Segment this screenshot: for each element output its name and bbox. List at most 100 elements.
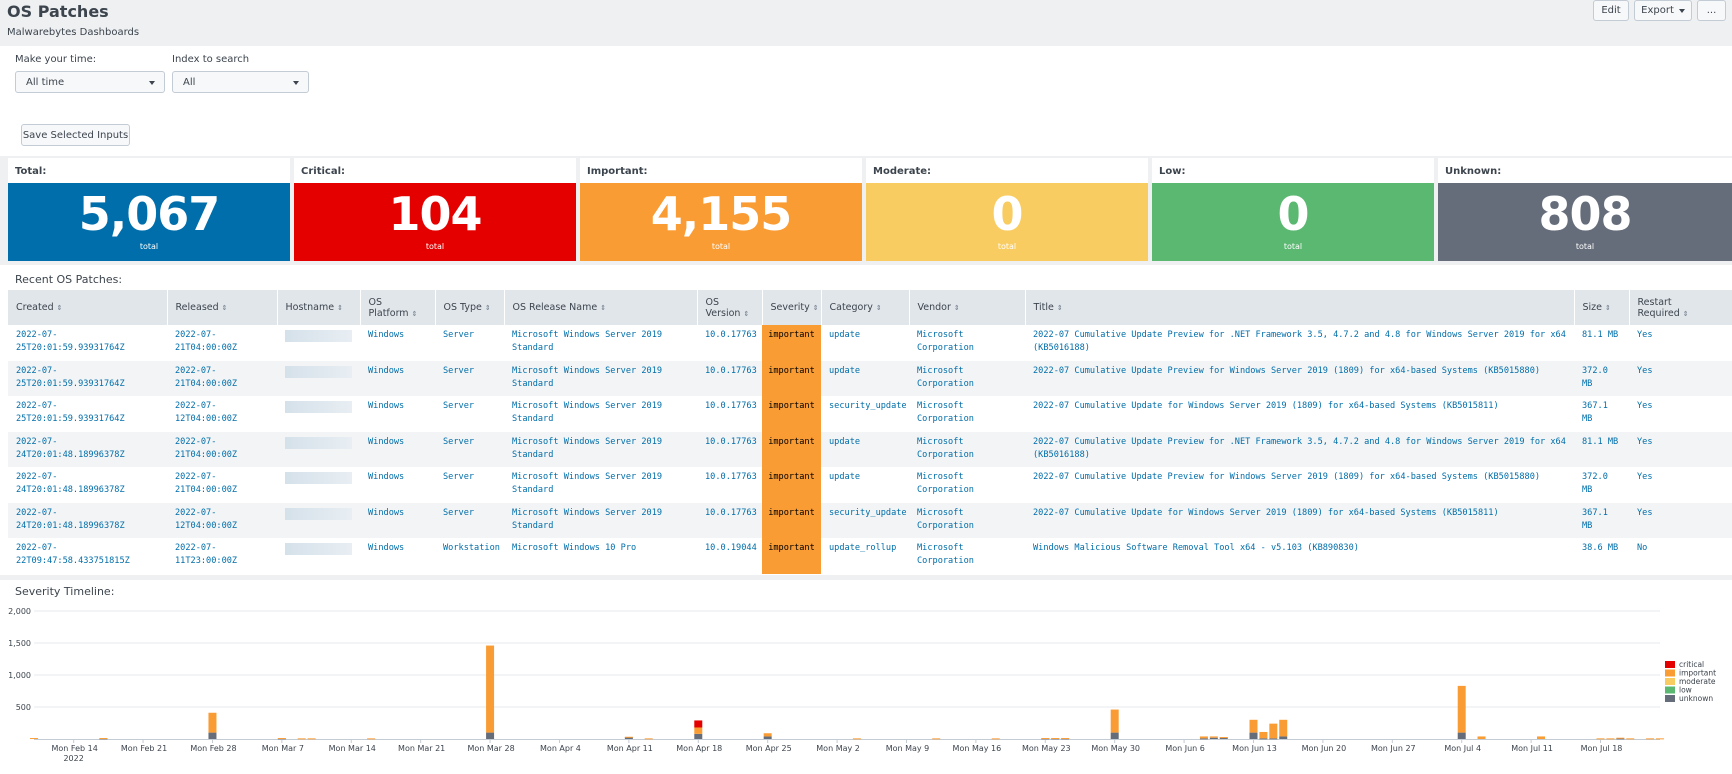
single-value-tile[interactable]: 104 total (294, 183, 576, 261)
cell-version[interactable]: 10.0.17763 (697, 431, 762, 467)
cell-title[interactable]: Windows Malicious Software Removal Tool … (1025, 538, 1574, 574)
cell-type[interactable]: Workstation (435, 538, 504, 574)
column-header[interactable]: Size ⇕ (1574, 290, 1630, 325)
cell-severity[interactable]: important (762, 502, 821, 538)
cell-size[interactable]: 81.1 MB (1574, 431, 1629, 467)
column-header[interactable]: OS Type ⇕ (435, 290, 505, 325)
save-inputs-button[interactable]: Save Selected Inputs (21, 124, 130, 146)
cell-platform[interactable]: Windows (360, 325, 435, 361)
sort-icon[interactable]: ⇕ (1056, 304, 1063, 312)
cell-platform[interactable]: Windows (360, 431, 435, 467)
cell-severity[interactable]: important (762, 396, 821, 432)
cell-size[interactable]: 372.0 MB (1574, 467, 1629, 503)
cell-severity[interactable]: important (762, 325, 821, 361)
cell-type[interactable]: Server (435, 502, 504, 538)
sort-icon[interactable]: ⇕ (221, 304, 228, 312)
table-row[interactable]: 2022-07-25T20:01:59.93931764Z 2022-07-21T… (8, 360, 1732, 396)
cell-hostname[interactable] (277, 360, 360, 396)
single-value-tile[interactable]: 0 total (866, 183, 1148, 261)
table-row[interactable]: 2022-07-24T20:01:48.18996378Z 2022-07-12T… (8, 502, 1732, 538)
cell-version[interactable]: 10.0.17763 (697, 396, 762, 432)
cell-created[interactable]: 2022-07-25T20:01:59.93931764Z (8, 360, 167, 396)
cell-vendor[interactable]: Microsoft Corporation (909, 360, 1025, 396)
cell-created[interactable]: 2022-07-24T20:01:48.18996378Z (8, 502, 167, 538)
more-button[interactable]: ... (1697, 0, 1726, 21)
column-header[interactable]: Restart Required ⇕ (1629, 290, 1732, 325)
cell-restart[interactable]: Yes (1629, 431, 1732, 467)
column-header[interactable]: Released ⇕ (167, 290, 278, 325)
single-value-tile[interactable]: 5,067 total (8, 183, 290, 261)
column-header[interactable]: Title ⇕ (1025, 290, 1575, 325)
cell-hostname[interactable] (277, 467, 360, 503)
cell-created[interactable]: 2022-07-24T20:01:48.18996378Z (8, 467, 167, 503)
index-select[interactable]: All (172, 71, 309, 93)
cell-title[interactable]: 2022-07 Cumulative Update Preview for Wi… (1025, 467, 1574, 503)
cell-severity[interactable]: important (762, 538, 821, 574)
cell-released[interactable]: 2022-07-21T04:00:00Z (167, 431, 277, 467)
cell-created[interactable]: 2022-07-25T20:01:59.93931764Z (8, 396, 167, 432)
cell-version[interactable]: 10.0.17763 (697, 325, 762, 361)
column-header[interactable]: Severity ⇕ (762, 290, 822, 325)
sort-icon[interactable]: ⇕ (600, 304, 607, 312)
cell-size[interactable]: 372.0 MB (1574, 360, 1629, 396)
cell-released[interactable]: 2022-07-11T23:00:00Z (167, 538, 277, 574)
cell-category[interactable]: security_update (821, 396, 909, 432)
cell-category[interactable]: security_update (821, 502, 909, 538)
sort-icon[interactable]: ⇕ (337, 304, 343, 312)
cell-vendor[interactable]: Microsoft Corporation (909, 502, 1025, 538)
column-header[interactable]: Hostname ⇕ (277, 290, 361, 325)
cell-release-name[interactable]: Microsoft Windows Server 2019 Standard (504, 502, 697, 538)
sort-icon[interactable]: ⇕ (484, 304, 491, 312)
cell-size[interactable]: 367.1 MB (1574, 502, 1629, 538)
sort-icon[interactable]: ⇕ (875, 304, 882, 312)
table-row[interactable]: 2022-07-24T20:01:48.18996378Z 2022-07-21T… (8, 431, 1732, 467)
cell-title[interactable]: 2022-07 Cumulative Update Preview for .N… (1025, 325, 1574, 361)
cell-vendor[interactable]: Microsoft Corporation (909, 325, 1025, 361)
cell-release-name[interactable]: Microsoft Windows Server 2019 Standard (504, 396, 697, 432)
cell-title[interactable]: 2022-07 Cumulative Update for Windows Se… (1025, 502, 1574, 538)
cell-release-name[interactable]: Microsoft Windows Server 2019 Standard (504, 431, 697, 467)
cell-version[interactable]: 10.0.19044 (697, 538, 762, 574)
cell-created[interactable]: 2022-07-24T20:01:48.18996378Z (8, 431, 167, 467)
cell-category[interactable]: update (821, 467, 909, 503)
edit-button[interactable]: Edit (1593, 0, 1629, 21)
cell-type[interactable]: Server (435, 396, 504, 432)
cell-type[interactable]: Server (435, 360, 504, 396)
cell-restart[interactable]: Yes (1629, 467, 1732, 503)
column-header[interactable]: Category ⇕ (821, 290, 910, 325)
sort-icon[interactable]: ⇕ (1605, 304, 1611, 312)
table-row[interactable]: 2022-07-24T20:01:48.18996378Z 2022-07-21T… (8, 467, 1732, 503)
cell-type[interactable]: Server (435, 431, 504, 467)
table-row[interactable]: 2022-07-22T09:47:58.433751815Z 2022-07-11… (8, 538, 1732, 574)
cell-platform[interactable]: Windows (360, 538, 435, 574)
cell-type[interactable]: Server (435, 467, 504, 503)
cell-hostname[interactable] (277, 502, 360, 538)
cell-restart[interactable]: Yes (1629, 502, 1732, 538)
cell-released[interactable]: 2022-07-12T04:00:00Z (167, 396, 277, 432)
cell-created[interactable]: 2022-07-22T09:47:58.433751815Z (8, 538, 167, 574)
cell-version[interactable]: 10.0.17763 (697, 467, 762, 503)
cell-category[interactable]: update_rollup (821, 538, 909, 574)
cell-size[interactable]: 38.6 MB (1574, 538, 1629, 574)
cell-platform[interactable]: Windows (360, 502, 435, 538)
cell-severity[interactable]: important (762, 431, 821, 467)
cell-platform[interactable]: Windows (360, 360, 435, 396)
cell-category[interactable]: update (821, 360, 909, 396)
sort-icon[interactable]: ⇕ (56, 304, 63, 312)
cell-vendor[interactable]: Microsoft Corporation (909, 538, 1025, 574)
cell-released[interactable]: 2022-07-12T04:00:00Z (167, 502, 277, 538)
export-button[interactable]: Export (1634, 0, 1692, 21)
cell-type[interactable]: Server (435, 325, 504, 361)
cell-size[interactable]: 81.1 MB (1574, 325, 1629, 361)
cell-hostname[interactable] (277, 325, 360, 361)
cell-vendor[interactable]: Microsoft Corporation (909, 396, 1025, 432)
cell-hostname[interactable] (277, 538, 360, 574)
cell-version[interactable]: 10.0.17763 (697, 502, 762, 538)
single-value-tile[interactable]: 4,155 total (580, 183, 862, 261)
cell-restart[interactable]: Yes (1629, 325, 1732, 361)
cell-released[interactable]: 2022-07-21T04:00:00Z (167, 360, 277, 396)
cell-released[interactable]: 2022-07-21T04:00:00Z (167, 325, 277, 361)
cell-category[interactable]: update (821, 431, 909, 467)
column-header[interactable]: OS Version ⇕ (697, 290, 763, 325)
cell-platform[interactable]: Windows (360, 467, 435, 503)
